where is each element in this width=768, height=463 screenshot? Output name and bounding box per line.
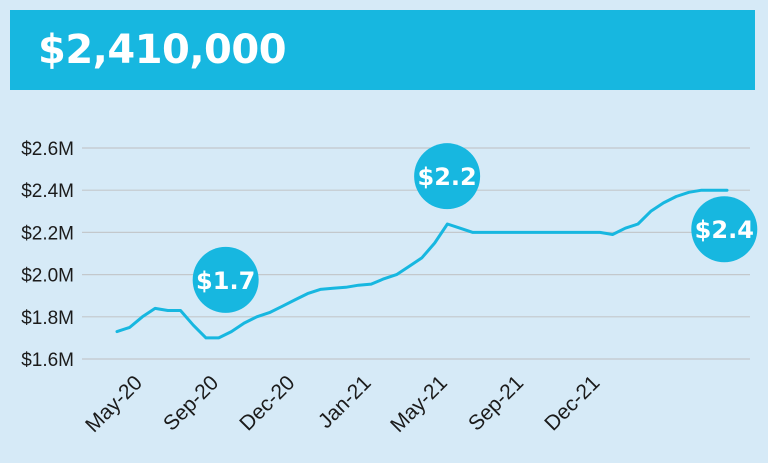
y-tick-label: $2.0M — [21, 266, 74, 287]
value-bubble-circle — [414, 143, 481, 210]
x-tick-label: May-20 — [81, 371, 147, 437]
value-bubble: $2.4 — [691, 196, 758, 263]
value-bubble-circle — [691, 196, 758, 263]
grid-lines — [82, 147, 750, 360]
total-value: $2,410,000 — [38, 27, 287, 73]
y-tick-label: $2.4M — [21, 181, 74, 202]
x-tick-label: May-21 — [386, 371, 452, 437]
x-tick-label: Dec-21 — [540, 371, 604, 435]
value-bubble-label: $1.7 — [196, 267, 255, 295]
value-bubble-label: $2.4 — [695, 216, 754, 244]
x-axis-ticks: May-20 Sep-20 Dec-20 Jan-21 May-21 Sep-21 Dec-… — [81, 371, 604, 437]
value-bubble: $2.2 — [414, 143, 481, 210]
series-layer — [115, 188, 729, 340]
x-tick-label: Sep-21 — [464, 371, 528, 435]
x-tick-label: Sep-20 — [159, 371, 223, 435]
x-tick-label: Jan-21 — [314, 371, 376, 433]
y-tick-label: $2.6M — [21, 139, 74, 160]
value-bubble-circle — [192, 246, 259, 313]
value-bubble: $1.7 — [192, 246, 259, 313]
x-tick-label: Dec-20 — [235, 371, 299, 435]
annotations: $1.7 $2.2 $2.4 — [192, 143, 758, 313]
y-tick-label: $2.2M — [21, 223, 74, 244]
y-tick-label: $1.6M — [21, 350, 74, 371]
value-bubble-label: $2.2 — [418, 163, 477, 191]
series-line — [115, 188, 729, 340]
header-banner: $2,410,000 — [10, 10, 755, 90]
y-tick-label: $1.8M — [21, 308, 74, 329]
y-axis-ticks: $1.6M $1.8M $2.0M $2.2M $2.4M $2.6M — [21, 139, 74, 371]
